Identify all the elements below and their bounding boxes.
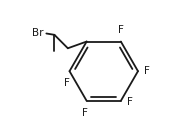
- Text: Br: Br: [31, 28, 43, 38]
- Text: F: F: [127, 97, 133, 107]
- Text: F: F: [118, 25, 124, 35]
- Text: F: F: [82, 108, 88, 118]
- Text: F: F: [64, 78, 70, 88]
- Text: F: F: [145, 66, 150, 76]
